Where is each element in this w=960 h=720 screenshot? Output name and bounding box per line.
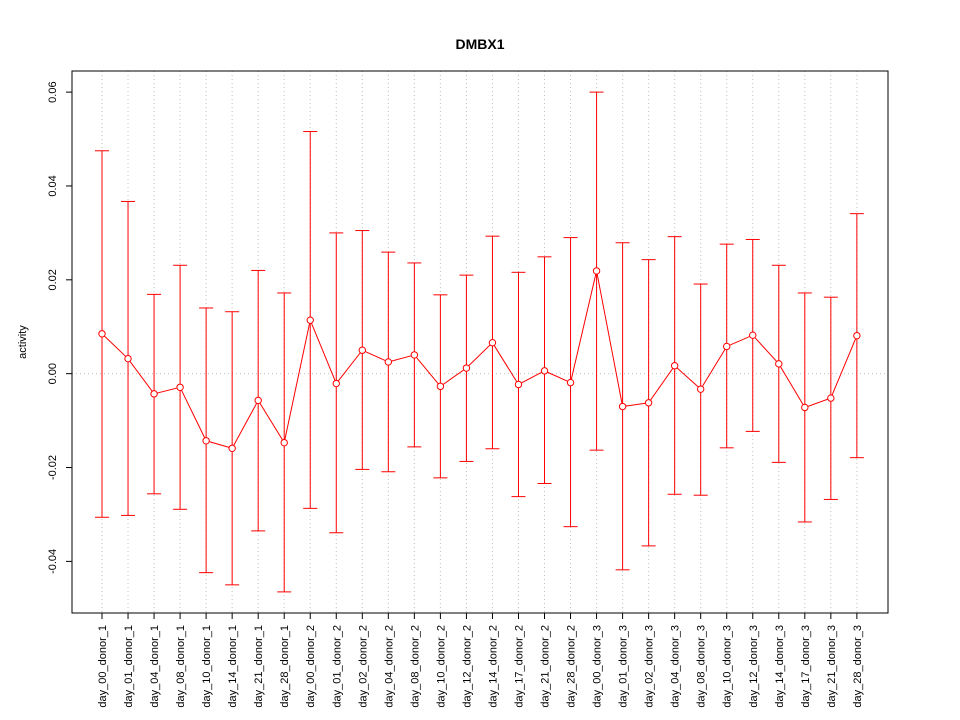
data-point	[150, 390, 158, 398]
x-tick-label: day_02_donor_2	[357, 625, 369, 708]
x-tick-label: day_17_donor_3	[800, 625, 812, 708]
data-point	[801, 403, 809, 412]
x-tick-label: day_14_donor_3	[774, 625, 786, 708]
data-point	[566, 378, 575, 387]
x-tick-label: day_01_donor_1	[123, 625, 135, 708]
series-line	[101, 270, 858, 449]
x-tick-label: day_00_donor_1	[97, 625, 109, 708]
data-point	[827, 394, 835, 402]
x-tick-label: day_10_donor_3	[722, 625, 734, 708]
data-point	[98, 330, 106, 338]
grid-layer	[72, 71, 888, 613]
series-line-layer	[101, 270, 858, 449]
data-point	[306, 316, 314, 324]
x-tick-label: day_04_donor_3	[670, 625, 682, 708]
x-tick-label: day_14_donor_2	[487, 625, 499, 708]
x-tick-label: day_08_donor_1	[175, 625, 187, 708]
x-tick-label: day_04_donor_1	[149, 625, 161, 708]
x-tick-label: day_04_donor_2	[383, 625, 395, 708]
data-point	[462, 364, 471, 372]
data-point	[124, 354, 132, 363]
y-tick-label: 0.00	[47, 363, 59, 384]
data-point	[670, 361, 679, 370]
x-tick-label: day_02_donor_3	[644, 625, 656, 708]
data-point	[592, 267, 601, 275]
data-point	[853, 331, 861, 340]
x-tick-label: day_10_donor_1	[201, 625, 213, 708]
data-point	[332, 379, 340, 388]
data-point	[358, 346, 366, 354]
data-point	[384, 358, 393, 366]
x-tick-label: day_00_donor_3	[592, 625, 604, 708]
x-tick-label: day_21_donor_2	[540, 625, 552, 708]
data-point	[254, 396, 262, 405]
data-point	[410, 351, 419, 359]
x-axis: day_00_donor_1 day_01_donor_1 day_04_donor…	[97, 612, 864, 708]
x-tick-label: day_00_donor_2	[305, 625, 317, 708]
x-tick-label: day_12_donor_3	[748, 625, 760, 708]
data-points	[98, 267, 861, 452]
data-point	[540, 367, 549, 375]
x-tick-label: day_10_donor_2	[435, 625, 447, 708]
data-point	[749, 331, 757, 339]
data-point	[228, 444, 236, 452]
data-point	[280, 438, 288, 447]
y-axis-label: activity	[17, 325, 29, 359]
data-point	[176, 383, 184, 391]
data-point	[514, 380, 523, 389]
chart-title: DMBX1	[455, 36, 504, 52]
data-point	[644, 399, 653, 407]
x-tick-label: day_17_donor_2	[513, 625, 525, 708]
data-point	[618, 402, 627, 411]
x-tick-label: day_21_donor_3	[826, 625, 838, 708]
data-point	[723, 342, 731, 351]
y-tick-label: -0.04	[47, 549, 59, 574]
data-point	[436, 382, 445, 391]
x-tick-label: day_28_donor_1	[279, 625, 291, 708]
x-tick-label: day_21_donor_1	[253, 625, 265, 708]
data-point	[488, 339, 497, 347]
y-tick-label: 0.04	[47, 175, 59, 196]
y-tick-label: 0.02	[47, 269, 59, 290]
x-tick-label: day_01_donor_2	[331, 625, 343, 708]
x-tick-label: day_08_donor_2	[409, 625, 421, 708]
x-tick-label: day_12_donor_2	[461, 625, 473, 708]
x-tick-label: day_28_donor_2	[566, 625, 578, 708]
y-axis: -0.04 -0.02 0.00 0.02 0.04 0.06	[47, 81, 73, 574]
data-point	[775, 360, 783, 368]
y-tick-label: -0.02	[47, 455, 59, 480]
x-tick-label: day_01_donor_3	[618, 625, 630, 708]
x-tick-label: day_28_donor_3	[852, 625, 864, 708]
y-tick-label: 0.06	[47, 81, 59, 102]
x-tick-label: day_14_donor_1	[227, 625, 239, 708]
data-point	[202, 437, 210, 445]
x-tick-label: day_08_donor_3	[696, 625, 708, 708]
data-point	[696, 385, 705, 393]
